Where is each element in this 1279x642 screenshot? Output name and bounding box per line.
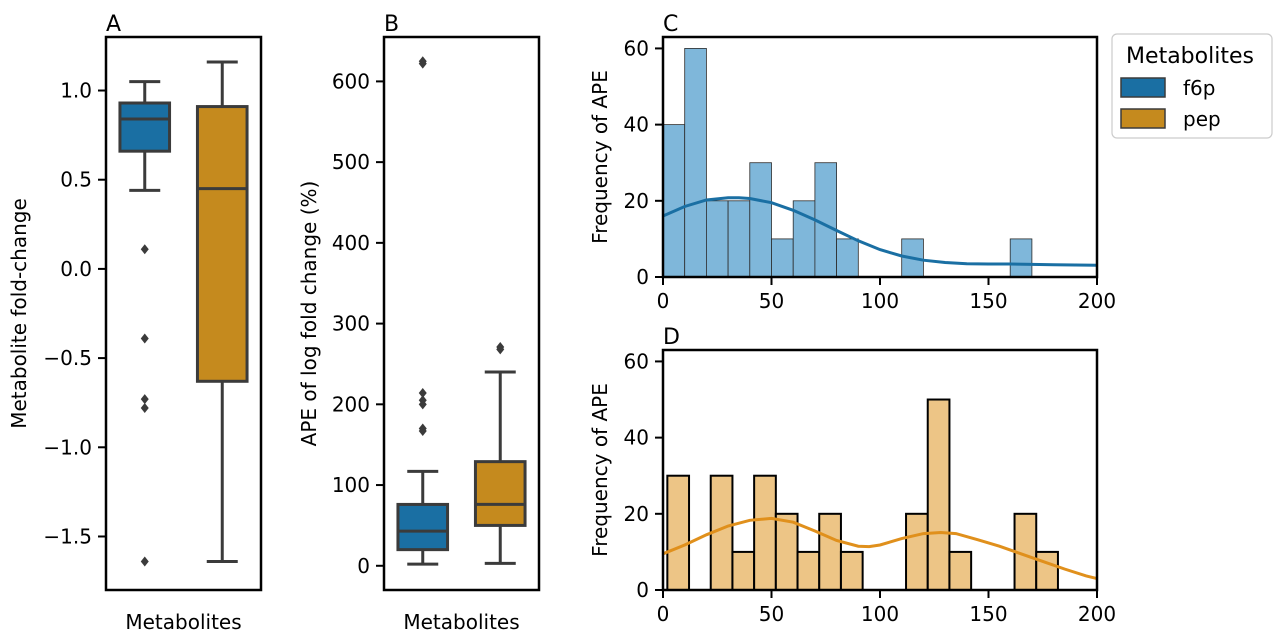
x-tick-label: 150 <box>969 602 1007 626</box>
y-tick-label: −1.5 <box>43 524 92 548</box>
outlier-point <box>418 388 427 399</box>
histogram-bar <box>749 162 772 278</box>
x-tick-label: 200 <box>1078 602 1116 626</box>
histogram-bar <box>839 550 864 592</box>
kde-line <box>662 516 1098 581</box>
y-tick-label: 40 <box>624 113 649 137</box>
panel-c: 0 50 100 150 200 0 20 40 60 C Frequency of APE <box>588 12 1116 313</box>
y-tick-label: −0.5 <box>43 346 92 370</box>
y-tick-label: 600 <box>332 69 370 93</box>
y-tick-label: 300 <box>332 312 370 336</box>
histogram-bar <box>926 398 951 591</box>
outlier-point <box>418 399 427 410</box>
y-tick-label: 500 <box>332 150 370 174</box>
outlier-point <box>140 403 149 414</box>
histogram-bar <box>905 512 929 591</box>
histogram-bar <box>666 474 691 592</box>
histogram-bars <box>666 398 1059 592</box>
x-tick-label: 0 <box>657 602 670 626</box>
y-tick-label: 0 <box>357 554 370 578</box>
y-tick-label: 400 <box>332 231 370 255</box>
plot-frame <box>382 35 541 592</box>
y-axis-label: Metabolite fold-change <box>7 198 31 429</box>
y-axis-label: Frequency of APE <box>588 70 612 244</box>
x-tick-label: 0 <box>657 289 670 313</box>
legend-swatch-f6p <box>1120 77 1166 98</box>
panel-title: A <box>106 12 121 37</box>
histogram-bar <box>684 48 707 278</box>
box-pep <box>195 60 249 563</box>
y-tick-label: 60 <box>624 349 649 373</box>
outlier-point <box>140 244 149 255</box>
x-tick-label: 100 <box>861 602 899 626</box>
y-tick-label: 0 <box>636 578 649 602</box>
outlier-point <box>418 58 427 69</box>
box-iqr <box>473 460 527 527</box>
x-axis-label: Metabolites <box>125 610 241 634</box>
x-tick-label: 50 <box>759 289 784 313</box>
outlier-point <box>140 556 149 567</box>
histogram-bar <box>731 550 756 592</box>
histogram-bar <box>836 238 859 278</box>
y-tick-label: 60 <box>624 36 649 60</box>
plot-frame <box>104 35 263 592</box>
y-axis-label: APE of log fold change (%) <box>297 181 321 447</box>
histogram-bar <box>753 474 777 592</box>
legend-title: Metabolites <box>1126 44 1254 69</box>
y-tick-label: 100 <box>332 473 370 497</box>
histogram-bar <box>727 200 751 278</box>
panel-b: 600 500 400 300 200 100 0 B Metabolites APE of lo… <box>297 12 541 634</box>
x-axis-label: Metabolites <box>403 610 519 634</box>
histogram-bar <box>818 512 842 591</box>
y-tick-label: 20 <box>624 502 649 526</box>
y-tick-label: 0.5 <box>60 168 92 192</box>
box-iqr <box>396 502 450 552</box>
panel-d: 0 50 100 150 200 0 20 40 60 D Frequency of APE <box>588 325 1116 626</box>
panel-title: C <box>663 12 678 37</box>
y-tick-label: −1.0 <box>43 435 92 459</box>
legend-label-pep: pep <box>1183 107 1221 131</box>
panel-title: D <box>663 325 680 350</box>
y-tick-label: 0.0 <box>60 257 92 281</box>
outlier-point <box>418 425 427 436</box>
x-tick-label: 150 <box>969 289 1007 313</box>
histogram-bar <box>706 200 729 278</box>
x-tick-label: 200 <box>1078 289 1116 313</box>
y-tick-label: 200 <box>332 392 370 416</box>
x-tick-label: 100 <box>861 289 899 313</box>
histogram-bar <box>774 512 799 591</box>
histogram-bar <box>796 550 821 592</box>
y-tick-label: 1.0 <box>60 79 92 103</box>
box-f6p <box>118 80 172 567</box>
histogram-bar <box>1035 550 1059 592</box>
box-pep <box>473 342 527 565</box>
outlier-point <box>140 394 149 405</box>
y-tick-label: 0 <box>636 265 649 289</box>
panel-title: B <box>384 12 399 37</box>
y-axis-label: Frequency of APE <box>588 383 612 557</box>
box-f6p <box>396 56 450 566</box>
histogram-bar <box>662 124 686 278</box>
kde-line <box>662 196 1098 267</box>
y-tick-label: 40 <box>624 426 649 450</box>
box-iqr <box>195 105 249 383</box>
histogram-bar <box>771 238 794 278</box>
legend-swatch-pep <box>1120 108 1166 129</box>
outlier-point <box>140 333 149 344</box>
box-iqr <box>118 101 172 153</box>
panel-a: 1.0 0.5 0.0 −0.5 −1.0 −1.5 A Metabolites Metabol… <box>7 12 263 634</box>
legend-label-f6p: f6p <box>1183 76 1215 100</box>
histogram-bars <box>662 48 1033 278</box>
histogram-bar <box>948 550 973 592</box>
legend: Metabolites f6p pep <box>1111 33 1273 139</box>
y-tick-label: 20 <box>624 189 649 213</box>
outlier-point <box>496 344 505 355</box>
histogram-bar <box>1009 238 1033 278</box>
x-tick-label: 50 <box>759 602 784 626</box>
